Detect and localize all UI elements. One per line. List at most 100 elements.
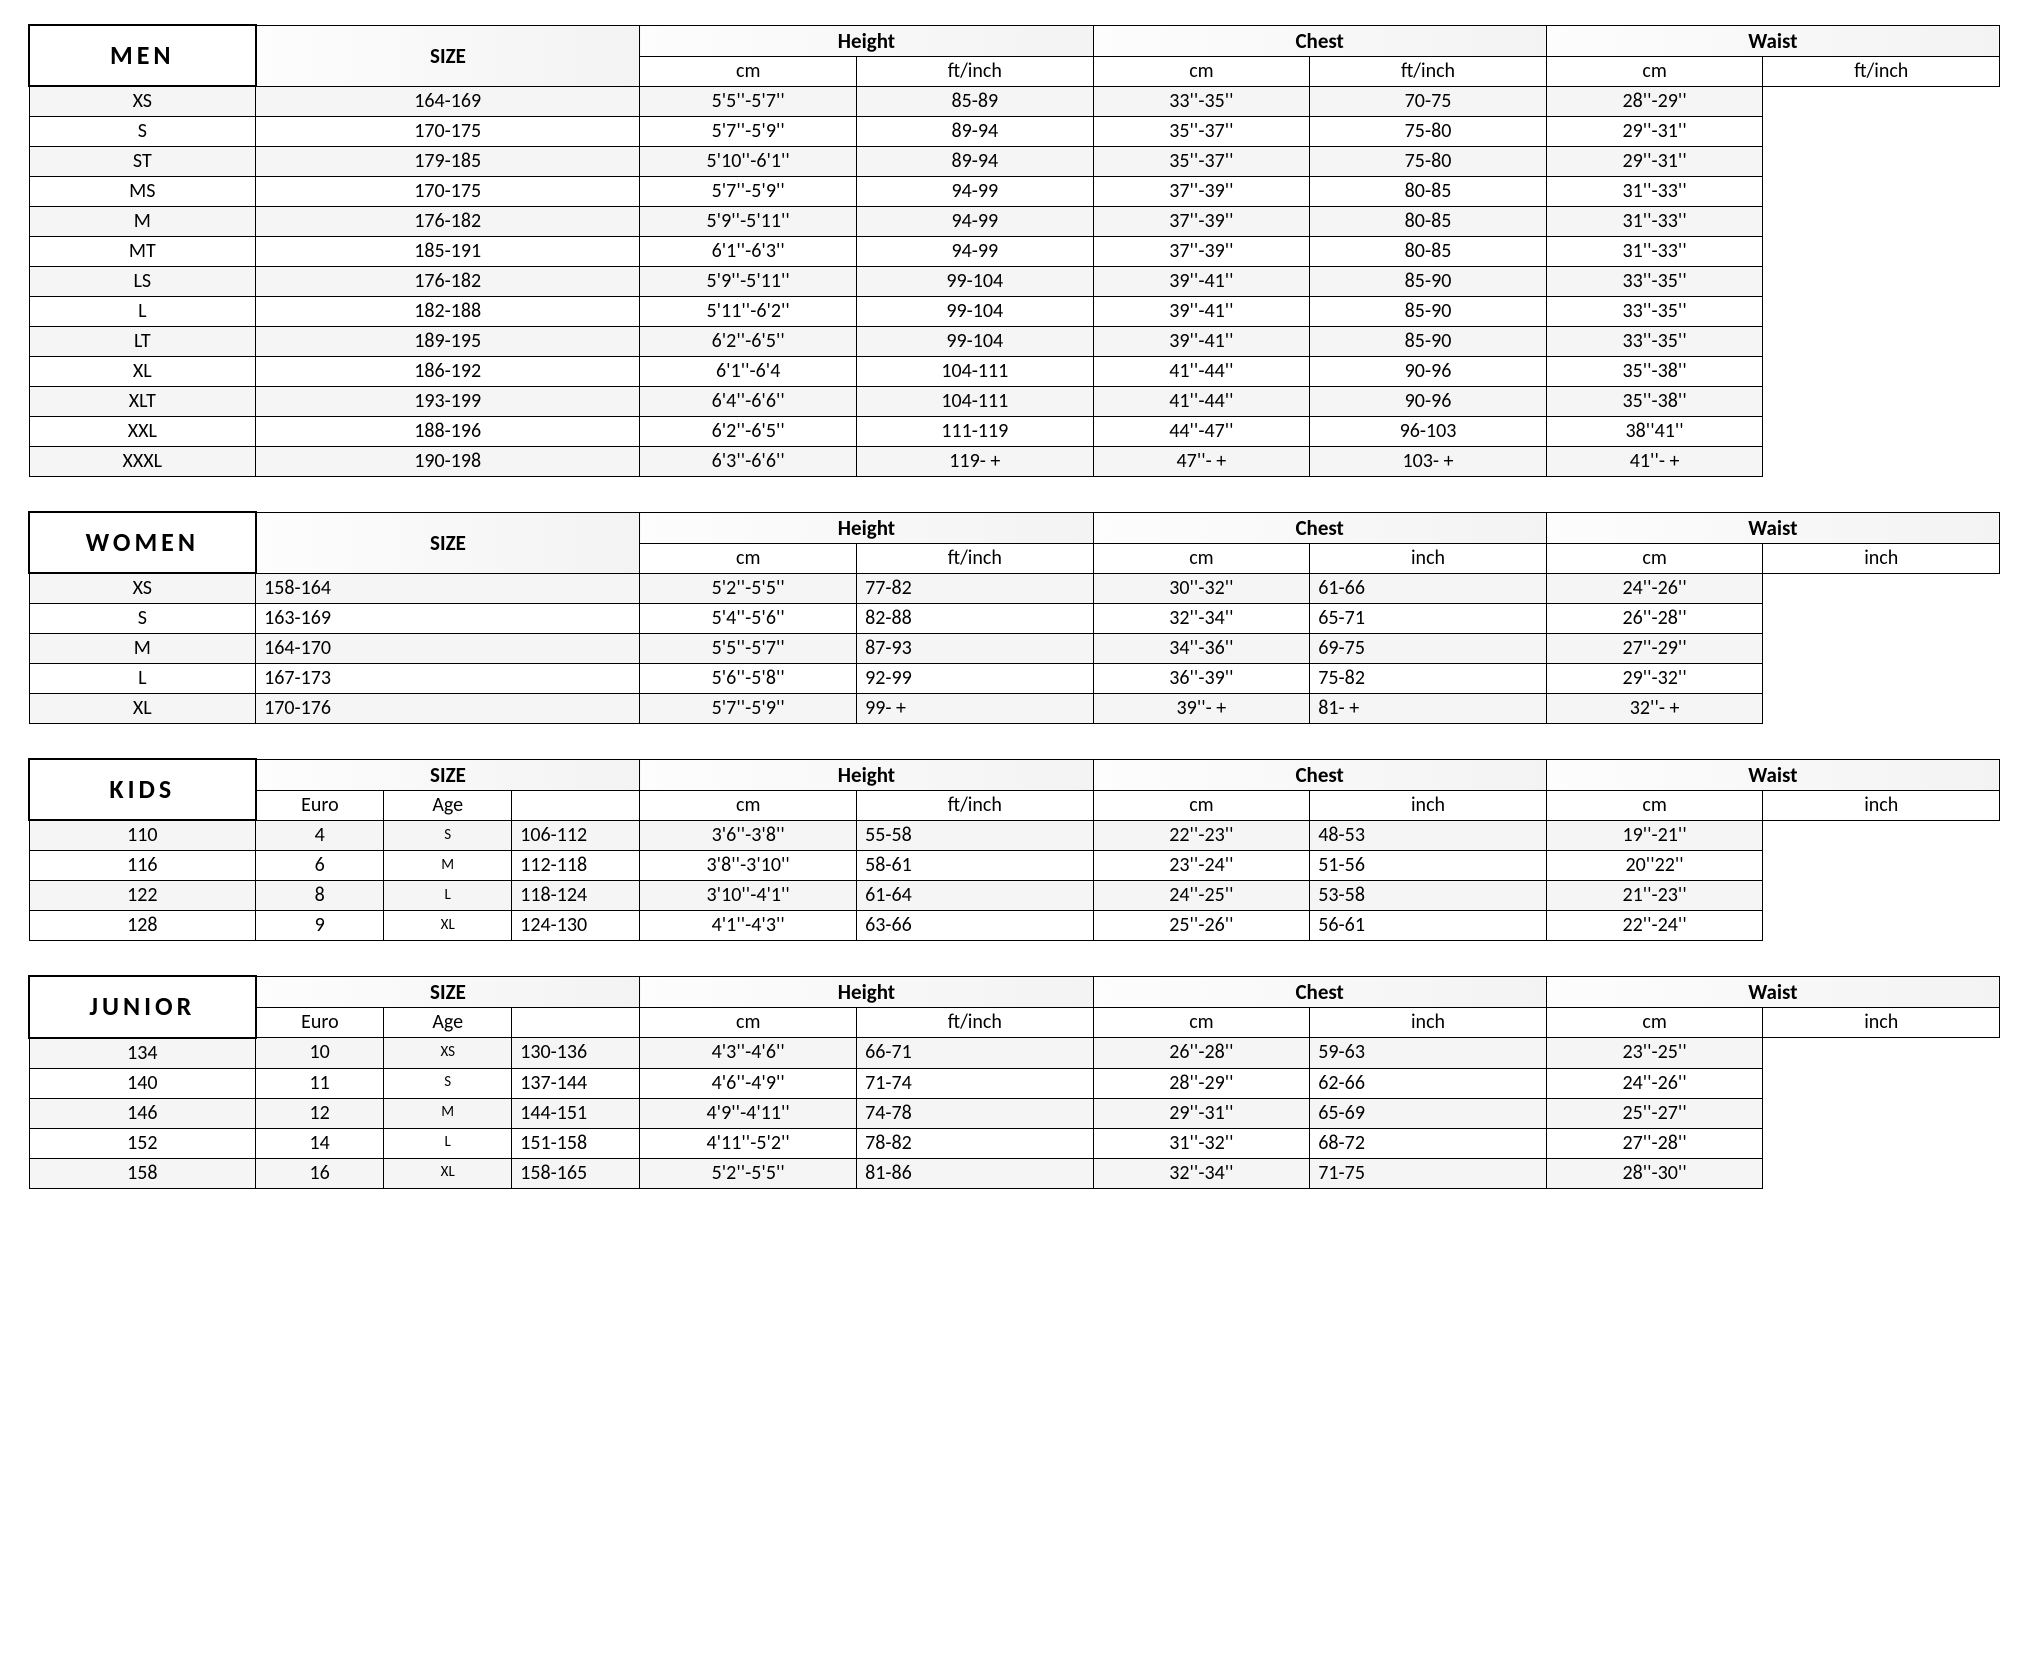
measure-cell: 71-74: [857, 1068, 1093, 1098]
size-label: LT: [29, 327, 256, 357]
measure-cell: 35''-37'': [1093, 117, 1310, 147]
size-label: S: [29, 604, 256, 634]
unit-header: inch: [1310, 790, 1546, 820]
measure-cell: 26''-28'': [1546, 604, 1763, 634]
measure-cell: 170-175: [256, 117, 640, 147]
size-label: S: [29, 117, 256, 147]
measure-cell: 35''-38'': [1546, 387, 1763, 417]
unit-header: inch: [1763, 543, 2000, 573]
measure-cell: 5'2''-5'5'': [640, 573, 857, 604]
measure-cell: 170-175: [256, 177, 640, 207]
unit-header: inch: [1310, 543, 1546, 573]
unit-header: cm: [1093, 1008, 1310, 1038]
col-header: SIZE: [256, 759, 640, 790]
size-label: M: [29, 634, 256, 664]
measure-cell: 118-124: [512, 881, 640, 911]
measure-cell: 5'7''-5'9'': [640, 117, 857, 147]
measure-cell: 3'10''-4'1'': [640, 881, 857, 911]
measure-cell: 119- +: [857, 447, 1093, 477]
measure-cell: 137-144: [512, 1068, 640, 1098]
measure-cell: 37''-39'': [1093, 177, 1310, 207]
measure-cell: 27''-29'': [1546, 634, 1763, 664]
category-label: KIDS: [29, 759, 256, 820]
measure-cell: 5'9''-5'11'': [640, 267, 857, 297]
unit-header: [512, 790, 640, 820]
measure-cell: 25''-27'': [1546, 1098, 1763, 1128]
measure-cell: 85-90: [1310, 267, 1546, 297]
size-alt: M: [384, 851, 512, 881]
unit-header: Euro: [256, 1008, 384, 1038]
table-row: XXXL190-1986'3''-6'6''119- +47''- +103- …: [29, 447, 2000, 477]
measure-cell: 48-53: [1310, 820, 1546, 851]
size-label: L: [29, 664, 256, 694]
measure-cell: 80-85: [1310, 177, 1546, 207]
measure-cell: 39''-41'': [1093, 297, 1310, 327]
measure-cell: 82-88: [857, 604, 1093, 634]
measure-cell: 5'5''-5'7'': [640, 634, 857, 664]
measure-cell: 28''-29'': [1546, 86, 1763, 117]
measure-cell: 33''-35'': [1546, 297, 1763, 327]
measure-cell: 87-93: [857, 634, 1093, 664]
unit-header: Euro: [256, 790, 384, 820]
measure-cell: 80-85: [1310, 237, 1546, 267]
size-label: XL: [29, 357, 256, 387]
table-row: MT185-1916'1''-6'3''94-9937''-39''80-853…: [29, 237, 2000, 267]
measure-cell: 41''-44'': [1093, 357, 1310, 387]
size-label: LS: [29, 267, 256, 297]
measure-cell: 61-66: [1310, 573, 1546, 604]
size-age: 12: [256, 1098, 384, 1128]
measure-cell: 104-111: [857, 387, 1093, 417]
measure-cell: 158-164: [256, 573, 640, 604]
col-header: Height: [640, 512, 1093, 543]
size-euro: 128: [29, 911, 256, 941]
col-header: Height: [640, 25, 1093, 56]
size-label: MS: [29, 177, 256, 207]
measure-cell: 56-61: [1310, 911, 1546, 941]
table-row: L182-1885'11''-6'2''99-10439''-41''85-90…: [29, 297, 2000, 327]
size-chart-sheet: MENSIZEHeightChestWaistcmft/inchcmft/inc…: [28, 24, 2000, 1189]
measure-cell: 151-158: [512, 1128, 640, 1158]
measure-cell: 66-71: [857, 1038, 1093, 1069]
measure-cell: 185-191: [256, 237, 640, 267]
col-header: Chest: [1093, 759, 1546, 790]
measure-cell: 65-69: [1310, 1098, 1546, 1128]
measure-cell: 6'2''-6'5'': [640, 327, 857, 357]
unit-header: cm: [1546, 543, 1763, 573]
measure-cell: 6'3''-6'6'': [640, 447, 857, 477]
table-row: 14612M144-1514'9''-4'11''74-7829''-31''6…: [29, 1098, 2000, 1128]
measure-cell: 78-82: [857, 1128, 1093, 1158]
measure-cell: 33''-35'': [1546, 327, 1763, 357]
size-alt: XL: [384, 1158, 512, 1188]
table-row: 1166M112-1183'8''-3'10''58-6123''-24''51…: [29, 851, 2000, 881]
measure-cell: 186-192: [256, 357, 640, 387]
unit-header: cm: [1093, 790, 1310, 820]
measure-cell: 35''-38'': [1546, 357, 1763, 387]
measure-cell: 144-151: [512, 1098, 640, 1128]
size-label: ST: [29, 147, 256, 177]
col-header: SIZE: [256, 512, 640, 573]
measure-cell: 32''- +: [1546, 694, 1763, 724]
size-alt: XL: [384, 911, 512, 941]
measure-cell: 4'9''-4'11'': [640, 1098, 857, 1128]
measure-cell: 51-56: [1310, 851, 1546, 881]
unit-header: ft/inch: [1763, 56, 2000, 86]
measure-cell: 33''-35'': [1546, 267, 1763, 297]
measure-cell: 104-111: [857, 357, 1093, 387]
measure-cell: 37''-39'': [1093, 237, 1310, 267]
table-row: 1228L118-1243'10''-4'1''61-6424''-25''53…: [29, 881, 2000, 911]
measure-cell: 170-176: [256, 694, 640, 724]
measure-cell: 5'10''-6'1'': [640, 147, 857, 177]
size-table-kids: KIDSSIZEHeightChestWaistEuroAgecmft/inch…: [28, 758, 2000, 941]
measure-cell: 39''-41'': [1093, 327, 1310, 357]
measure-cell: 5'2''-5'5'': [640, 1158, 857, 1188]
size-table-women: WOMENSIZEHeightChestWaistcmft/inchcminch…: [28, 511, 2000, 724]
measure-cell: 29''-31'': [1546, 117, 1763, 147]
size-age: 4: [256, 820, 384, 851]
size-age: 6: [256, 851, 384, 881]
measure-cell: 4'3''-4'6'': [640, 1038, 857, 1069]
measure-cell: 61-64: [857, 881, 1093, 911]
measure-cell: 77-82: [857, 573, 1093, 604]
table-row: LT189-1956'2''-6'5''99-10439''-41''85-90…: [29, 327, 2000, 357]
table-row: ST179-1855'10''-6'1''89-9435''-37''75-80…: [29, 147, 2000, 177]
table-row: 15214L151-1584'11''-5'2''78-8231''-32''6…: [29, 1128, 2000, 1158]
